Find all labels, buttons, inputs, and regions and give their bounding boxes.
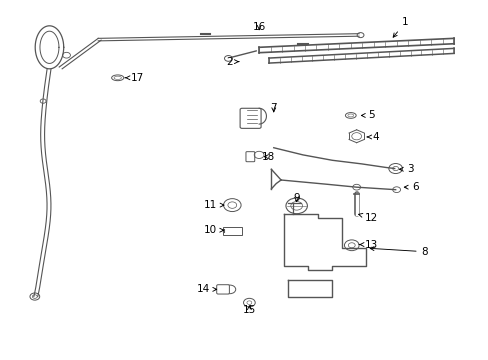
Text: 7: 7 — [270, 103, 277, 113]
Text: 15: 15 — [242, 305, 256, 315]
Text: 1: 1 — [392, 17, 408, 37]
Text: 5: 5 — [361, 111, 374, 121]
FancyBboxPatch shape — [245, 152, 254, 162]
Text: 3: 3 — [399, 164, 413, 174]
Text: 11: 11 — [203, 200, 224, 210]
Text: 16: 16 — [252, 22, 265, 32]
Text: 8: 8 — [369, 247, 427, 257]
Text: 14: 14 — [196, 284, 216, 294]
Text: 18: 18 — [262, 152, 275, 162]
Text: 6: 6 — [404, 182, 418, 192]
Text: 17: 17 — [125, 73, 143, 83]
Text: 9: 9 — [293, 193, 299, 203]
Text: 10: 10 — [203, 225, 223, 235]
FancyBboxPatch shape — [216, 285, 229, 294]
FancyBboxPatch shape — [240, 108, 261, 129]
Text: 13: 13 — [358, 239, 377, 249]
Text: 12: 12 — [358, 213, 377, 222]
Text: 4: 4 — [366, 132, 379, 142]
FancyBboxPatch shape — [222, 226, 242, 235]
Text: 2: 2 — [226, 57, 238, 67]
